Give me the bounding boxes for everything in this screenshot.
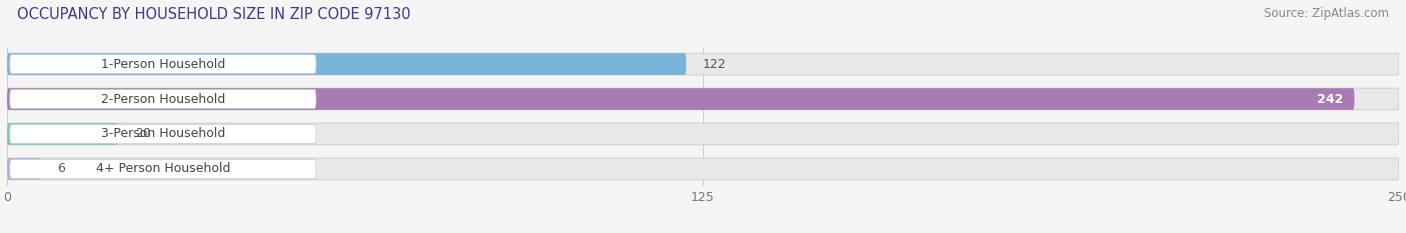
FancyBboxPatch shape — [7, 123, 118, 145]
FancyBboxPatch shape — [7, 53, 1399, 75]
Text: 242: 242 — [1317, 93, 1343, 106]
FancyBboxPatch shape — [10, 55, 316, 74]
FancyBboxPatch shape — [7, 88, 1354, 110]
Text: 1-Person Household: 1-Person Household — [101, 58, 225, 71]
Text: 6: 6 — [58, 162, 65, 175]
FancyBboxPatch shape — [10, 90, 316, 109]
Text: 2-Person Household: 2-Person Household — [101, 93, 225, 106]
FancyBboxPatch shape — [7, 123, 1399, 145]
Text: 3-Person Household: 3-Person Household — [101, 127, 225, 140]
Text: 122: 122 — [703, 58, 727, 71]
Text: 4+ Person Household: 4+ Person Household — [96, 162, 231, 175]
Text: Source: ZipAtlas.com: Source: ZipAtlas.com — [1264, 7, 1389, 20]
FancyBboxPatch shape — [10, 124, 316, 144]
FancyBboxPatch shape — [7, 53, 686, 75]
FancyBboxPatch shape — [10, 160, 316, 178]
Text: OCCUPANCY BY HOUSEHOLD SIZE IN ZIP CODE 97130: OCCUPANCY BY HOUSEHOLD SIZE IN ZIP CODE … — [17, 7, 411, 22]
FancyBboxPatch shape — [7, 158, 41, 180]
FancyBboxPatch shape — [7, 158, 1399, 180]
Text: 20: 20 — [135, 127, 150, 140]
FancyBboxPatch shape — [7, 88, 1399, 110]
